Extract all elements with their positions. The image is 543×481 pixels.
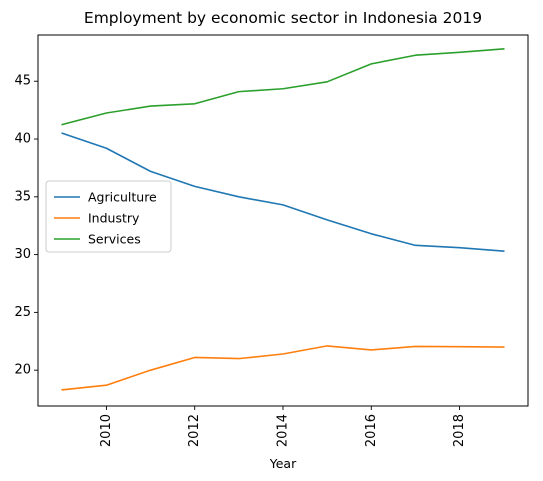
plot-frame <box>37 34 529 407</box>
x-tick-label: 2010 <box>99 414 114 447</box>
y-tick-label: 35 <box>14 189 31 204</box>
series-line-agriculture <box>61 132 505 252</box>
y-tick-label: 25 <box>14 305 31 320</box>
x-tick-label: 2018 <box>452 414 467 447</box>
series-line-services <box>61 48 505 126</box>
series-line-industry <box>61 345 505 391</box>
y-tick-label: 45 <box>14 74 31 89</box>
x-tick-label: 2014 <box>276 414 291 447</box>
y-axis: 20 25 30 35 40 45 <box>14 74 38 378</box>
legend-box <box>45 180 172 253</box>
plot-area <box>61 48 505 391</box>
legend-label-services: Services <box>88 232 141 247</box>
x-axis-label: Year <box>269 456 297 471</box>
y-tick-label: 40 <box>14 132 31 147</box>
y-tick-label: 20 <box>14 363 31 378</box>
legend-label-agriculture: Agriculture <box>88 190 157 205</box>
x-tick-label: 2016 <box>364 414 379 447</box>
chart-title: Employment by economic sector in Indones… <box>84 9 482 27</box>
x-axis: 2010 2012 2014 2016 2018 <box>99 406 467 447</box>
x-tick-label: 2012 <box>187 414 202 447</box>
y-tick-label: 30 <box>14 247 31 262</box>
legend: Agriculture Industry Services <box>45 180 172 253</box>
legend-label-industry: Industry <box>88 211 140 226</box>
